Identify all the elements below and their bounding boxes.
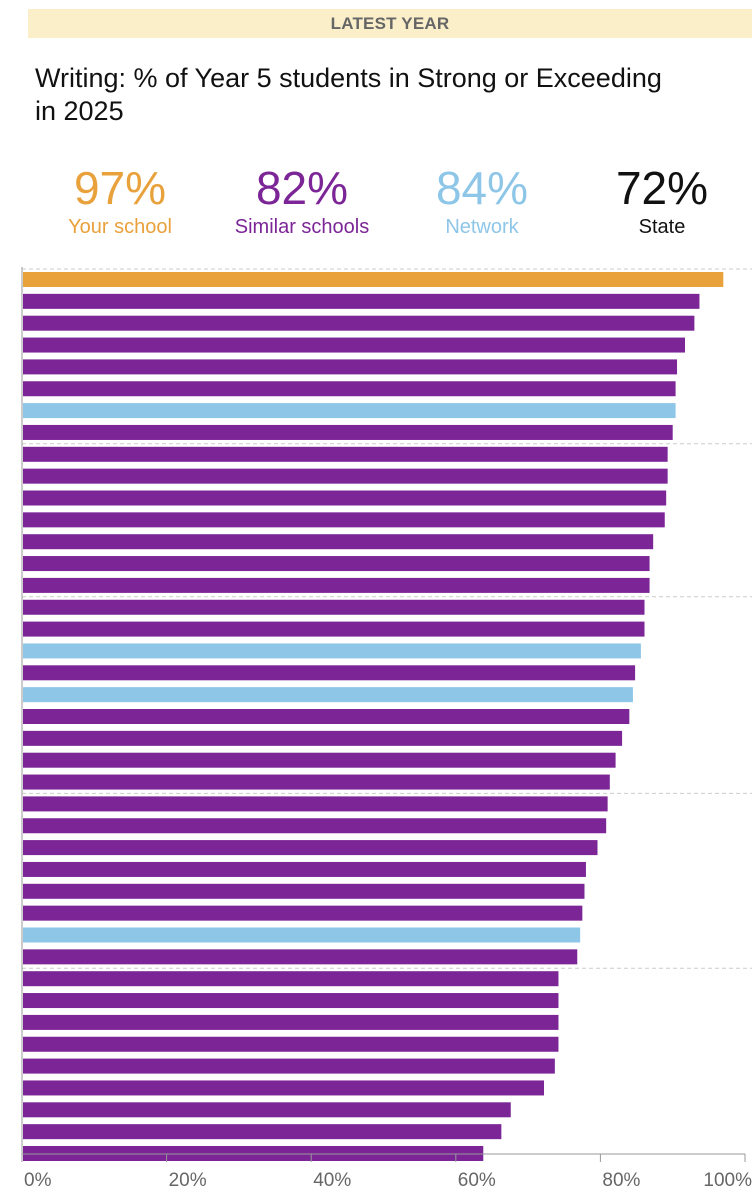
bar-similar [23, 381, 676, 397]
bar-similar [23, 577, 650, 593]
bar-similar [23, 446, 668, 462]
bar-similar [23, 556, 650, 572]
bar-similar [23, 621, 645, 637]
bar-similar [23, 1124, 502, 1140]
bar-network [23, 687, 633, 703]
bar-similar [23, 315, 695, 331]
bar-similar [23, 709, 630, 724]
bar-similar [23, 971, 559, 987]
bar-network [23, 643, 641, 659]
bar-network [23, 927, 581, 943]
x-tick-label: 0% [24, 1170, 52, 1191]
bar-similar [23, 818, 607, 834]
bar-chart-container: 0% 20% 40% 60% 80% 100% [0, 262, 752, 1200]
bar-similar [23, 512, 665, 528]
bar-similar [23, 1080, 545, 1096]
bar-similar [23, 730, 623, 746]
bar-similar [23, 599, 645, 615]
kpi-similar-schools-value: 82% [255, 162, 349, 214]
bar-similar [23, 993, 559, 1009]
kpi-summary: 97% Your school 82% Similar schools 84% … [0, 160, 752, 250]
bar-similar [23, 1014, 559, 1030]
bar-similar [23, 490, 667, 506]
bar-similar [23, 774, 610, 790]
kpi-similar-schools-label: Similar schools [234, 216, 370, 238]
bar-similar [23, 1058, 555, 1074]
x-tick-label: 60% [458, 1170, 496, 1191]
bar-similar [23, 1102, 511, 1118]
kpi-state: 72% State [562, 160, 752, 240]
bar-similar [23, 861, 586, 877]
bar-similar [23, 424, 673, 440]
bar-similar [23, 337, 685, 353]
kpi-your-school-label: Your school [68, 216, 172, 238]
bar-similar [23, 949, 578, 965]
chart-title: Writing: % of Year 5 students in Strong … [35, 63, 662, 126]
x-tick-label: 100% [703, 1170, 752, 1191]
kpi-your-school-value: 97% [73, 162, 167, 214]
kpi-your-school: 97% Your school [20, 160, 220, 240]
bar-similar [23, 359, 678, 375]
x-tick-label: 80% [602, 1170, 640, 1191]
x-tick-label: 40% [313, 1170, 351, 1191]
bar-similar [23, 1036, 559, 1052]
bar-chart: 0% 20% 40% 60% 80% 100% [21, 267, 752, 1191]
bar-similar [23, 840, 598, 856]
kpi-network-value: 84% [435, 162, 529, 214]
kpi-network: 84% Network [382, 160, 582, 240]
kpi-state-value: 72% [615, 162, 709, 214]
bar-your-school [23, 272, 724, 287]
bar-similar [23, 905, 583, 921]
bar-similar [23, 752, 616, 768]
bar-similar [23, 293, 700, 309]
kpi-network-label: Network [445, 216, 519, 238]
bar-similar [23, 665, 636, 681]
bar-similar [23, 883, 585, 899]
bar-similar [23, 468, 668, 484]
bar-similar [23, 534, 654, 550]
x-tick-label: 20% [169, 1170, 207, 1191]
bar-network [23, 403, 676, 419]
bar-similar [23, 796, 608, 812]
kpi-state-label: State [638, 216, 686, 238]
kpi-similar-schools: 82% Similar schools [202, 160, 402, 240]
latest-year-banner: LATEST YEAR [28, 9, 752, 38]
